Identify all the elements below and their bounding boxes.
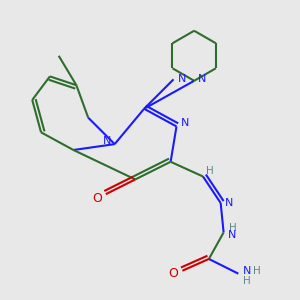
- Text: O: O: [92, 192, 102, 205]
- Text: H: H: [253, 266, 260, 276]
- Text: N: N: [198, 74, 207, 84]
- Text: H: H: [243, 276, 250, 286]
- Text: N: N: [242, 266, 251, 276]
- Text: N: N: [225, 198, 233, 208]
- Text: N: N: [103, 136, 112, 146]
- Text: N: N: [181, 118, 190, 128]
- Text: H: H: [206, 166, 214, 176]
- Text: O: O: [169, 267, 178, 280]
- Text: H: H: [229, 223, 236, 233]
- Text: N: N: [228, 230, 236, 240]
- Text: N: N: [178, 74, 186, 84]
